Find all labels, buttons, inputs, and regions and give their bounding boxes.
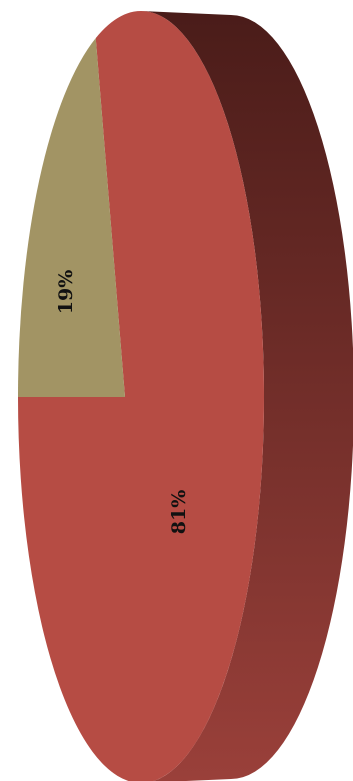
pie-label-19: 19% (55, 270, 77, 315)
pie-slice-81 (18, 11, 264, 781)
pie-label-81: 81% (168, 490, 190, 535)
pie-depth-side (141, 11, 353, 781)
pie-slice-19 (18, 38, 125, 398)
